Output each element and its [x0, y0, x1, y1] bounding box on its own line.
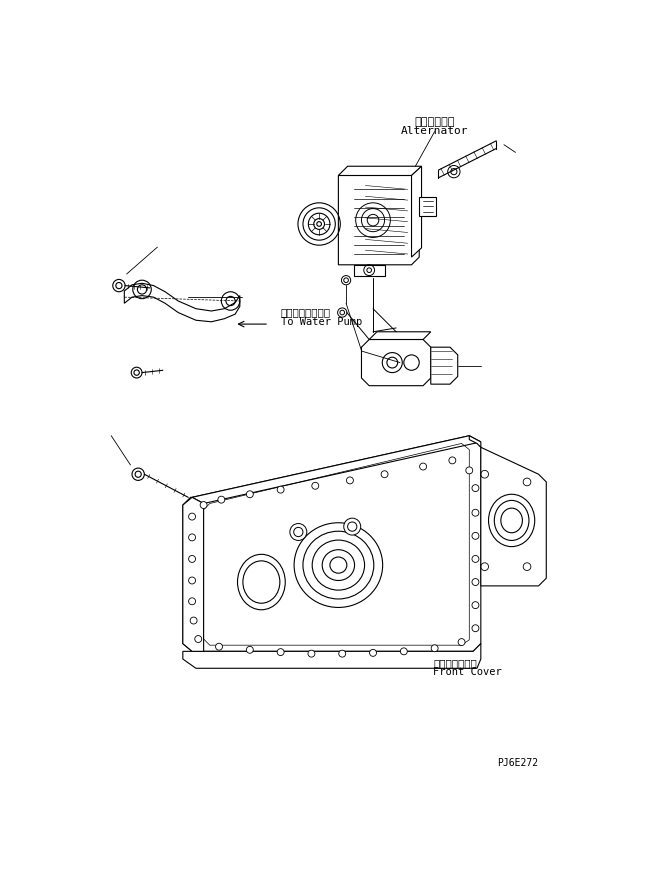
Circle shape	[290, 523, 307, 541]
Circle shape	[381, 471, 388, 478]
Ellipse shape	[494, 501, 529, 541]
Circle shape	[472, 485, 479, 492]
Circle shape	[472, 533, 479, 539]
Circle shape	[188, 555, 196, 562]
Circle shape	[247, 491, 253, 498]
Ellipse shape	[501, 508, 522, 533]
Circle shape	[472, 555, 479, 562]
Circle shape	[369, 650, 377, 657]
Circle shape	[195, 636, 202, 643]
Polygon shape	[362, 339, 431, 385]
Circle shape	[449, 457, 456, 464]
Text: Front Cover: Front Cover	[433, 667, 502, 678]
Text: To Water Pump: To Water Pump	[281, 317, 362, 327]
Ellipse shape	[243, 561, 280, 603]
Circle shape	[472, 602, 479, 609]
Polygon shape	[338, 175, 419, 265]
Circle shape	[458, 638, 465, 645]
Circle shape	[190, 617, 197, 624]
Ellipse shape	[303, 531, 374, 599]
Ellipse shape	[330, 557, 347, 573]
Text: ウォータポンプへ: ウォータポンプへ	[281, 308, 330, 317]
Ellipse shape	[294, 522, 383, 608]
Circle shape	[200, 501, 207, 508]
Polygon shape	[419, 197, 436, 216]
Circle shape	[277, 487, 284, 493]
Circle shape	[472, 579, 479, 585]
Polygon shape	[183, 644, 481, 668]
Ellipse shape	[488, 494, 535, 547]
Circle shape	[472, 509, 479, 516]
Circle shape	[420, 463, 426, 470]
Circle shape	[339, 651, 346, 657]
Circle shape	[312, 482, 319, 489]
Text: PJ6E272: PJ6E272	[498, 758, 539, 768]
Ellipse shape	[237, 555, 286, 610]
Circle shape	[188, 577, 196, 584]
Circle shape	[346, 477, 354, 484]
Ellipse shape	[322, 549, 354, 581]
Polygon shape	[431, 347, 457, 385]
Text: フロントカバー: フロントカバー	[433, 657, 477, 668]
Polygon shape	[183, 436, 481, 651]
Polygon shape	[412, 167, 422, 257]
Circle shape	[188, 513, 196, 520]
Polygon shape	[124, 283, 240, 322]
Circle shape	[188, 534, 196, 541]
Circle shape	[215, 644, 223, 651]
Polygon shape	[338, 167, 422, 175]
Circle shape	[218, 496, 225, 503]
Circle shape	[344, 518, 361, 535]
Polygon shape	[192, 436, 481, 503]
Ellipse shape	[312, 540, 365, 590]
Circle shape	[188, 598, 196, 605]
Circle shape	[401, 648, 407, 655]
Circle shape	[247, 646, 253, 653]
Circle shape	[472, 624, 479, 631]
Circle shape	[466, 467, 473, 473]
Circle shape	[308, 651, 315, 657]
Circle shape	[277, 649, 284, 656]
Circle shape	[431, 644, 438, 651]
Polygon shape	[354, 265, 385, 276]
Polygon shape	[481, 447, 546, 586]
Text: Alternator: Alternator	[401, 126, 469, 136]
Polygon shape	[369, 331, 431, 339]
Polygon shape	[469, 436, 481, 447]
Polygon shape	[183, 497, 204, 651]
Text: オルタネータ: オルタネータ	[414, 117, 455, 126]
